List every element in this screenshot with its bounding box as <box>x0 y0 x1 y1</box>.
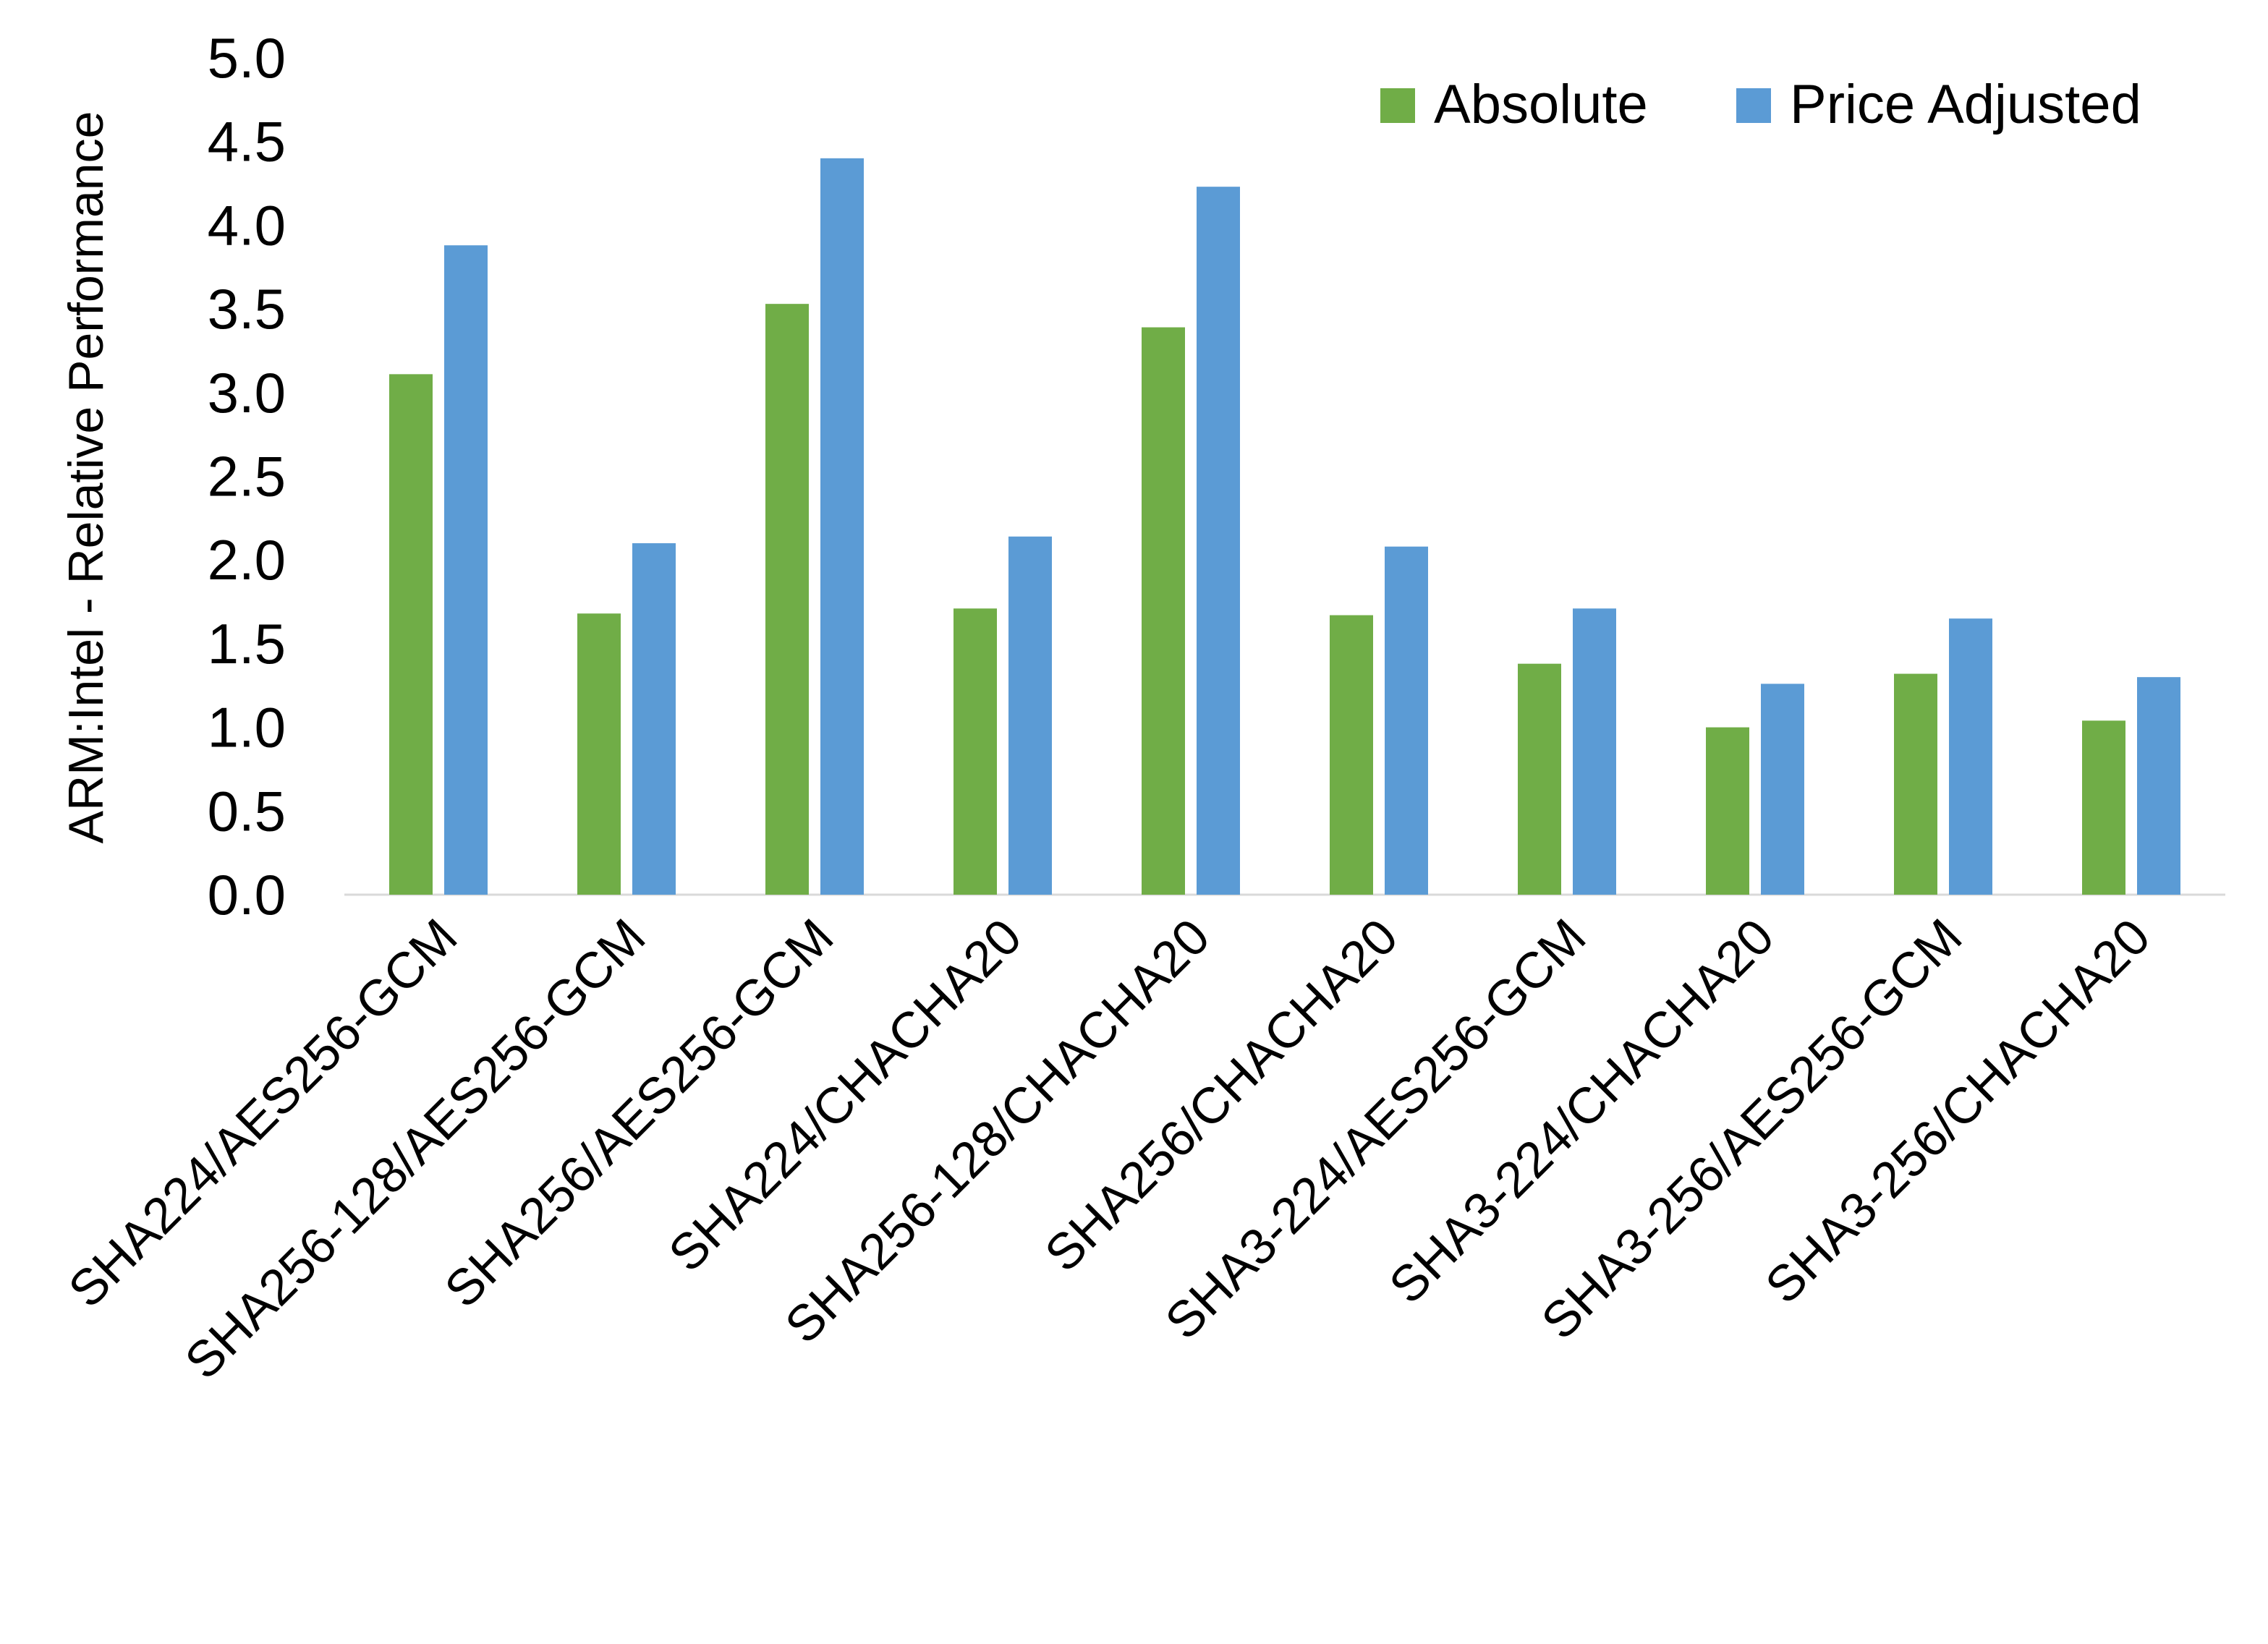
bar-absolute <box>389 374 433 895</box>
bar-price-adjusted <box>1949 618 1992 895</box>
bar-absolute <box>765 304 809 895</box>
y-tick-label: 1.5 <box>208 612 286 676</box>
bar-price-adjusted <box>1385 546 1428 895</box>
x-tick-label: SHA256/AES256-GCM <box>434 908 844 1318</box>
x-tick-label: SHA256/CHACHA20 <box>1034 908 1408 1282</box>
y-tick-label: 4.0 <box>208 193 286 257</box>
y-tick-label: 3.5 <box>208 277 286 341</box>
bar-price-adjusted <box>820 158 864 895</box>
y-tick-label: 2.5 <box>208 445 286 508</box>
bar-price-adjusted <box>1761 683 1804 895</box>
legend-swatch <box>1380 88 1415 123</box>
x-tick-label: SHA3-224/CHACHA20 <box>1378 908 1784 1313</box>
bar-price-adjusted <box>1573 608 1616 895</box>
bar-price-adjusted <box>632 543 676 895</box>
bar-price-adjusted <box>1008 536 1052 895</box>
y-tick-label: 3.0 <box>208 361 286 425</box>
bar-absolute <box>1894 673 1937 895</box>
bar-price-adjusted <box>1197 187 1240 895</box>
y-tick-label: 0.0 <box>208 863 286 927</box>
bar-absolute <box>1518 663 1561 895</box>
legend-label: Absolute <box>1434 74 1648 135</box>
y-tick-label: 4.5 <box>208 110 286 174</box>
y-axis-title: ARM:Intel - Relative Performance <box>59 111 114 844</box>
bar-absolute <box>577 613 621 895</box>
bar-absolute <box>1330 615 1373 895</box>
bar-absolute <box>1142 327 1185 895</box>
y-tick-label: 5.0 <box>208 26 286 90</box>
y-tick-label: 2.0 <box>208 528 286 592</box>
legend-label: Price Adjusted <box>1790 74 2141 135</box>
legend-swatch <box>1736 88 1771 123</box>
bar-price-adjusted <box>444 245 488 895</box>
x-tick-label: SHA224/CHACHA20 <box>658 908 1032 1282</box>
bar-absolute <box>2082 720 2125 895</box>
x-tick-label: SHA224/AES256-GCM <box>58 908 468 1318</box>
x-tick-label: SHA3-256/CHACHA20 <box>1754 908 2160 1313</box>
y-tick-label: 1.0 <box>208 696 286 759</box>
bar-absolute <box>954 608 997 895</box>
y-tick-label: 0.5 <box>208 779 286 843</box>
bar-absolute <box>1706 727 1749 895</box>
bar-price-adjusted <box>2137 677 2180 895</box>
